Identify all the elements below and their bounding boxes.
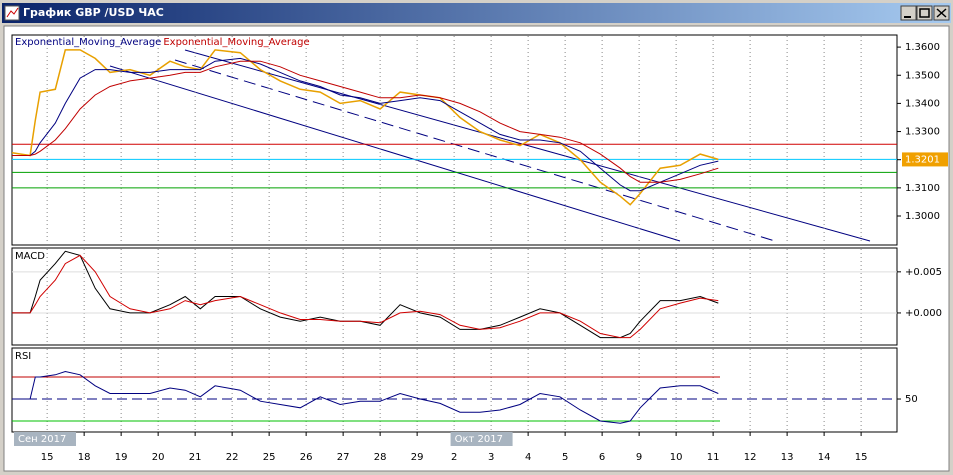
- series-line: [12, 60, 719, 183]
- x-tick-label: 25: [263, 452, 276, 463]
- x-tick-label: 13: [781, 452, 794, 463]
- last-price-label: 1.3201: [905, 154, 940, 165]
- x-tick-label: 6: [599, 452, 605, 463]
- x-tick-label: 11: [707, 452, 720, 463]
- series-line: [12, 370, 719, 424]
- panel-title: RSI: [15, 351, 31, 362]
- trend-channel: [109, 49, 871, 242]
- window-icon-line: [6, 7, 19, 18]
- y-tick-label: 1.3300: [905, 127, 940, 138]
- channel-line: [109, 65, 681, 242]
- x-tick-label: 27: [337, 452, 350, 463]
- month-box: [14, 432, 76, 446]
- y-tick-label: 50: [905, 394, 918, 405]
- month-label: Окт 2017: [455, 434, 503, 445]
- x-tick-label: 28: [374, 452, 387, 463]
- y-tick-label: 1.3500: [905, 70, 940, 81]
- macd-panel: [11, 247, 898, 346]
- x-tick-label: 3: [488, 452, 494, 463]
- x-tick-label: 9: [636, 452, 642, 463]
- y-tick-label: 1.3400: [905, 98, 940, 109]
- window-icon: [4, 5, 20, 21]
- x-tick-label: 12: [744, 452, 757, 463]
- x-tick-label: 29: [411, 452, 424, 463]
- legend-entry: Exponential_Moving_Average: [163, 37, 309, 48]
- x-tick-label: 22: [226, 452, 239, 463]
- channel-line: [174, 59, 776, 242]
- x-tick-label: 26: [300, 452, 313, 463]
- y-tick-label: 1.3600: [905, 42, 940, 53]
- x-tick-label: 15: [41, 452, 54, 463]
- series-line: [11, 49, 719, 206]
- maximize-icon: [919, 8, 930, 18]
- series-line: [12, 57, 719, 192]
- x-tick-label: 15: [855, 452, 868, 463]
- month-box: [450, 432, 513, 446]
- close-icon: [936, 8, 947, 18]
- x-tick-label: 4: [525, 452, 531, 463]
- series-line: [12, 254, 719, 339]
- month-label: Сен 2017: [18, 434, 66, 445]
- last-price-box: [902, 152, 948, 167]
- y-tick-label: 1.3000: [905, 211, 940, 222]
- x-tick-label: 18: [78, 452, 91, 463]
- window-controls: [900, 5, 950, 21]
- x-tick-label: 5: [562, 452, 568, 463]
- title-bar: [2, 3, 951, 23]
- panel-title: MACD: [15, 251, 45, 262]
- y-tick-label: +0.000: [905, 308, 942, 319]
- x-tick-label: 2: [451, 452, 457, 463]
- x-tick-label: 19: [115, 452, 128, 463]
- x-tick-label: 14: [818, 452, 831, 463]
- legend-entry: Exponential_Moving_Average: [15, 37, 161, 48]
- x-tick-label: 10: [670, 452, 683, 463]
- window-title: График GBP /USD ЧАС: [23, 6, 164, 19]
- channel-line: [184, 49, 871, 242]
- y-tick-label: 1.3100: [905, 183, 940, 194]
- x-tick-label: 20: [152, 452, 165, 463]
- x-tick-label: 21: [189, 452, 202, 463]
- y-tick-label: +0.005: [905, 267, 942, 278]
